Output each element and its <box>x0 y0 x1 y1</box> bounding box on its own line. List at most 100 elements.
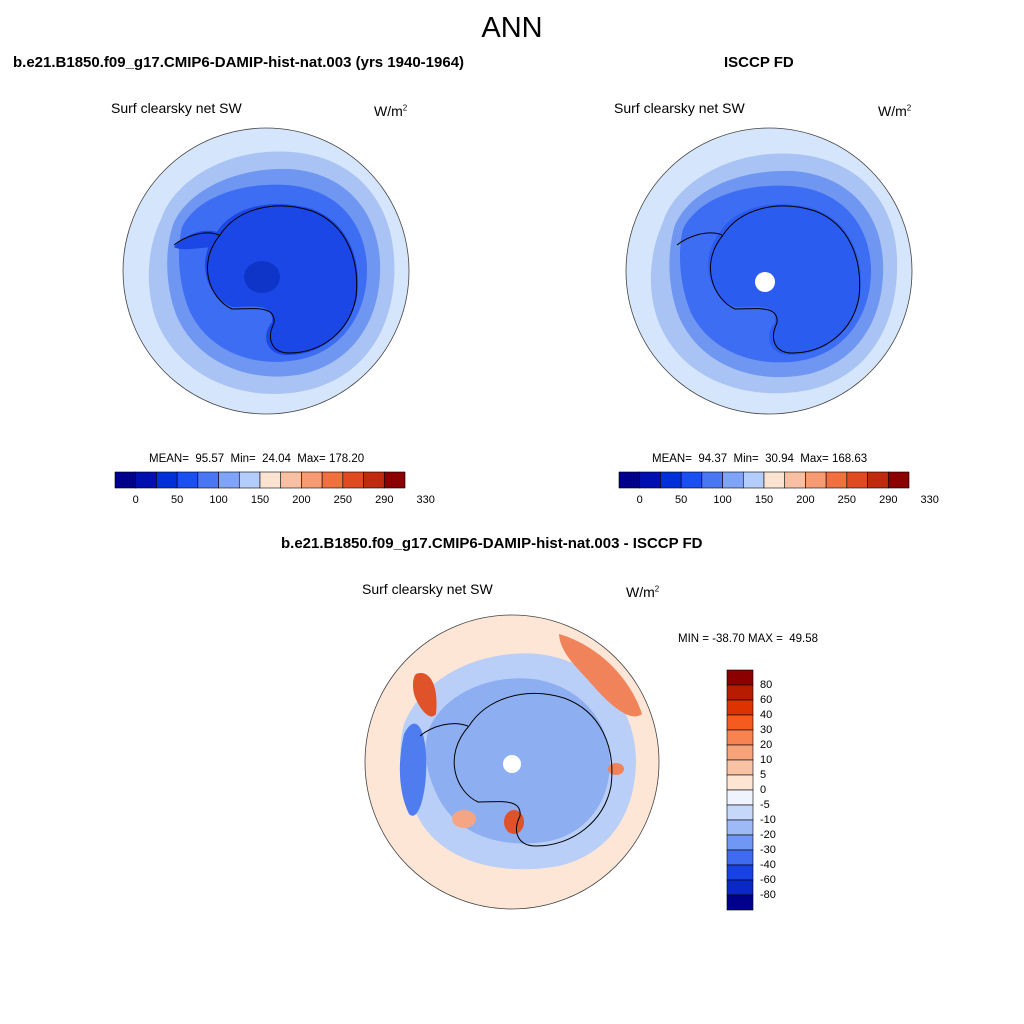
colorbar-tick-label: 0 <box>636 494 643 506</box>
colorbar-swatch <box>726 729 754 746</box>
colorbar-tick-label: 50 <box>675 494 688 506</box>
colorbar-tick-label: 250 <box>837 494 857 506</box>
colorbar-swatch <box>259 471 282 489</box>
colorbar-tick-label: 100 <box>209 494 228 506</box>
colorbar-swatch <box>383 471 406 489</box>
colorbar-swatch <box>726 834 754 851</box>
colorbar-swatch <box>701 471 723 489</box>
panel3-polar-map <box>364 614 660 910</box>
panel2-colorbar-ticks: 0 50 100 150 200 250 290 330 <box>619 494 939 508</box>
panel2-title: ISCCP FD <box>724 54 794 71</box>
colorbar-swatch <box>887 471 910 489</box>
colorbar-tick-label: 20 <box>760 739 773 751</box>
colorbar-swatch <box>176 471 199 489</box>
colorbar-swatch <box>726 789 754 806</box>
colorbar-tick-label: 330 <box>416 494 435 506</box>
colorbar-swatch <box>726 684 754 701</box>
colorbar-tick-label: 290 <box>375 494 394 506</box>
colorbar-tick-label: -10 <box>760 814 776 826</box>
colorbar-tick-label: 200 <box>796 494 815 506</box>
panel3-variable-label: Surf clearsky net SW <box>362 581 493 597</box>
panel3-positive-ne <box>559 634 642 717</box>
colorbar-swatch <box>846 471 868 489</box>
colorbar-tick-label: 50 <box>171 494 184 506</box>
panel2-units-label: W/m2 <box>878 103 912 119</box>
panel1-title: b.e21.B1850.f09_g17.CMIP6-DAMIP-hist-nat… <box>13 54 465 71</box>
colorbar-swatch <box>726 849 754 866</box>
colorbar-tick-label: 290 <box>879 494 898 506</box>
panel1-units-label: W/m2 <box>374 103 408 119</box>
colorbar-tick-label: -20 <box>760 829 776 841</box>
panel3-negative-west <box>399 723 427 816</box>
panel2-continent-core <box>708 203 861 355</box>
colorbar-swatch <box>722 471 744 489</box>
panel3-colorbar-ticks: 80 60 40 30 20 10 5 0 -5 -10 -20 -30 -40 -60 -80 <box>760 670 800 910</box>
colorbar-swatch <box>726 714 754 731</box>
colorbar-swatch <box>867 471 889 489</box>
colorbar-swatch <box>321 471 344 489</box>
colorbar-tick-label: 60 <box>760 694 773 706</box>
colorbar-swatch <box>342 471 364 489</box>
colorbar-tick-label: 80 <box>760 679 773 691</box>
panel2-polar-map <box>625 127 913 415</box>
colorbar-swatch <box>280 471 302 489</box>
colorbar-swatch <box>763 471 786 489</box>
colorbar-swatch <box>618 471 641 489</box>
colorbar-swatch <box>726 864 754 881</box>
panel2-pole-hole <box>755 272 775 292</box>
colorbar-tick-label: -5 <box>760 799 770 811</box>
colorbar-tick-label: 150 <box>250 494 270 506</box>
colorbar-swatch <box>639 471 661 489</box>
panel2-coastline <box>676 205 861 354</box>
colorbar-swatch <box>301 471 323 489</box>
panel3-colorbar <box>726 669 754 911</box>
main-title: ANN <box>481 12 543 44</box>
panel3-units-label: W/m2 <box>626 584 660 600</box>
panel3-coastline <box>419 693 613 847</box>
panel1-stats: MEAN= 95.57 Min= 24.04 Max= 178.20 <box>149 453 365 465</box>
colorbar-swatch <box>726 804 754 821</box>
panel1-colorbar <box>114 471 406 489</box>
colorbar-swatch <box>726 669 754 686</box>
panel1-plateau-core <box>244 261 280 293</box>
panel3-positive-south <box>504 810 524 834</box>
colorbar-swatch <box>156 471 178 489</box>
colorbar-swatch <box>742 471 765 489</box>
panel3-positive-east <box>608 763 624 775</box>
colorbar-tick-label: -40 <box>760 859 776 871</box>
colorbar-tick-label: 30 <box>760 724 773 736</box>
colorbar-swatch <box>135 471 157 489</box>
colorbar-swatch <box>363 471 385 489</box>
panel2-stats: MEAN= 94.37 Min= 30.94 Max= 168.63 <box>652 453 868 465</box>
colorbar-swatch <box>726 819 754 836</box>
panel3-positive-nw <box>412 673 437 717</box>
panel3-title: b.e21.B1850.f09_g17.CMIP6-DAMIP-hist-nat… <box>281 535 703 552</box>
colorbar-tick-label: -60 <box>760 874 776 886</box>
colorbar-swatch <box>680 471 703 489</box>
colorbar-tick-label: 0 <box>760 784 767 796</box>
panel1-peninsula <box>174 230 217 250</box>
colorbar-tick-label: 250 <box>333 494 353 506</box>
colorbar-tick-label: 0 <box>132 494 139 506</box>
panel1-variable-label: Surf clearsky net SW <box>111 100 242 116</box>
colorbar-swatch <box>218 471 240 489</box>
colorbar-tick-label: 100 <box>713 494 732 506</box>
colorbar-tick-label: 40 <box>760 709 773 721</box>
colorbar-swatch <box>726 759 754 776</box>
colorbar-tick-label: 200 <box>292 494 311 506</box>
colorbar-tick-label: -80 <box>760 889 776 901</box>
colorbar-swatch <box>726 744 754 761</box>
panel2-variable-label: Surf clearsky net SW <box>614 100 745 116</box>
colorbar-swatch <box>197 471 219 489</box>
panel1-colorbar-ticks: 0 50 100 150 200 250 290 330 <box>115 494 435 508</box>
colorbar-swatch <box>238 471 261 489</box>
colorbar-swatch <box>805 471 827 489</box>
colorbar-tick-label: -30 <box>760 844 776 856</box>
colorbar-swatch <box>726 894 754 911</box>
colorbar-swatch <box>825 471 848 489</box>
colorbar-swatch <box>784 471 806 489</box>
colorbar-swatch <box>114 471 137 489</box>
panel1-polar-map <box>122 127 410 415</box>
panel1-coastline <box>173 205 358 354</box>
panel3-stats: MIN = -38.70 MAX = 49.58 <box>678 633 818 645</box>
